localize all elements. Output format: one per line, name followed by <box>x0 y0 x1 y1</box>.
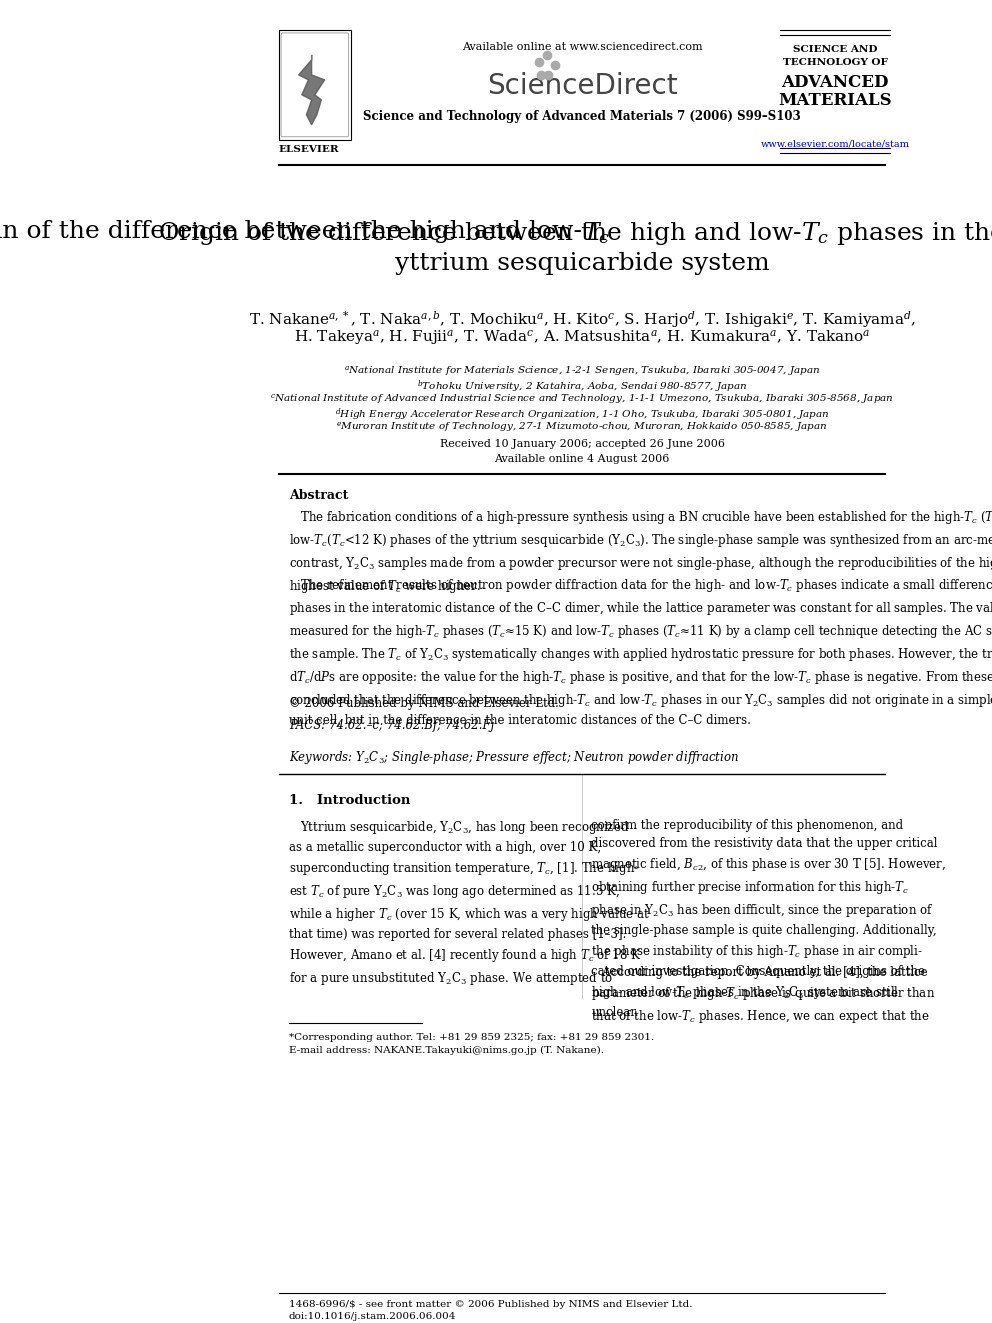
Text: 1468-6996/$ - see front matter © 2006 Published by NIMS and Elsevier Ltd.: 1468-6996/$ - see front matter © 2006 Pu… <box>289 1301 692 1308</box>
Text: $^e$Muroran Institute of Technology, 27-1 Mizumoto-chou, Muroran, Hokkaido 050-8: $^e$Muroran Institute of Technology, 27-… <box>336 421 828 434</box>
Text: yttrium sesquicarbide system: yttrium sesquicarbide system <box>395 251 770 275</box>
Text: *Corresponding author. Tel: +81 29 859 2325; fax: +81 29 859 2301.: *Corresponding author. Tel: +81 29 859 2… <box>289 1033 654 1043</box>
Text: © 2006 Published by NIMS and Elsevier Ltd.: © 2006 Published by NIMS and Elsevier Lt… <box>289 697 558 710</box>
Text: ScienceDirect: ScienceDirect <box>487 71 678 101</box>
Text: doi:10.1016/j.stam.2006.06.004: doi:10.1016/j.stam.2006.06.004 <box>289 1312 456 1320</box>
Text: According to the report by Amano et al. [4], the lattice
parameter of the high-$: According to the report by Amano et al. … <box>591 967 935 1025</box>
Text: T. Nakane$^{a,*}$, T. Naka$^{a,b}$, T. Mochiku$^{a}$, H. Kito$^{c}$, S. Harjo$^{: T. Nakane$^{a,*}$, T. Naka$^{a,b}$, T. M… <box>249 310 916 331</box>
Text: $Keywords$: Y$_2$C$_3$; Single-phase; Pressure effect; Neutron powder diffractio: $Keywords$: Y$_2$C$_3$; Single-phase; Pr… <box>289 749 739 766</box>
Text: Yttrium sesquicarbide, Y$_2$C$_3$, has long been recognized
as a metallic superc: Yttrium sesquicarbide, Y$_2$C$_3$, has l… <box>289 819 650 987</box>
Text: The refinement results of neutron powder diffraction data for the high- and low-: The refinement results of neutron powder… <box>289 577 992 728</box>
Text: ADVANCED: ADVANCED <box>782 74 889 91</box>
Text: Received 10 January 2006; accepted 26 June 2006: Received 10 January 2006; accepted 26 Ju… <box>439 439 724 450</box>
Text: The fabrication conditions of a high-pressure synthesis using a BN crucible have: The fabrication conditions of a high-pre… <box>289 509 992 595</box>
Bar <box>279 30 350 140</box>
Polygon shape <box>299 56 324 124</box>
Text: www.elsevier.com/locate/stam: www.elsevier.com/locate/stam <box>761 140 910 148</box>
Text: $^d$High Energy Accelerator Research Organization, 1-1 Oho, Tsukuba, Ibaraki 305: $^d$High Energy Accelerator Research Org… <box>334 406 829 423</box>
Text: Origin of the difference between the high and low-$T_c$ phases in the: Origin of the difference between the hig… <box>159 220 992 246</box>
Text: E-mail address: NAKANE.Takayuki@nims.go.jp (T. Nakane).: E-mail address: NAKANE.Takayuki@nims.go.… <box>289 1046 604 1056</box>
Text: Abstract: Abstract <box>289 490 348 503</box>
Text: Available online 4 August 2006: Available online 4 August 2006 <box>494 454 670 464</box>
Text: $^b$Tohoku University, 2 Katahira, Aoba, Sendai 980-8577, Japan: $^b$Tohoku University, 2 Katahira, Aoba,… <box>417 378 747 396</box>
Text: confirm the reproducibility of this phenomenon, and
discovered from the resistiv: confirm the reproducibility of this phen… <box>591 819 946 1019</box>
Text: 1.   Introduction: 1. Introduction <box>289 794 411 807</box>
Text: ELSEVIER: ELSEVIER <box>278 144 338 153</box>
Text: SCIENCE AND: SCIENCE AND <box>793 45 877 54</box>
Text: TECHNOLOGY OF: TECHNOLOGY OF <box>783 58 888 67</box>
Text: Science and Technology of Advanced Materials 7 (2006) S99–S103: Science and Technology of Advanced Mater… <box>363 110 801 123</box>
Text: $T_c$: $T_c$ <box>582 220 610 246</box>
Text: $^c$National Institute of Advanced Industrial Science and Technology, 1-1-1 Umez: $^c$National Institute of Advanced Indus… <box>270 393 894 406</box>
Text: Available online at www.sciencedirect.com: Available online at www.sciencedirect.co… <box>462 42 702 52</box>
Text: Origin of the difference between the high and low-: Origin of the difference between the hig… <box>0 220 582 242</box>
Text: $^a$National Institute for Materials Science, 1-2-1 Sengen, Tsukuba, Ibaraki 305: $^a$National Institute for Materials Sci… <box>344 364 820 378</box>
Text: MATERIALS: MATERIALS <box>779 91 892 108</box>
Text: H. Takeya$^{a}$, H. Fujii$^{a}$, T. Wada$^{c}$, A. Matsushita$^{a}$, H. Kumakura: H. Takeya$^{a}$, H. Fujii$^{a}$, T. Wada… <box>294 329 870 348</box>
Text: PACS: 74.62.–c; 74.62.Bf; 74.62.Fj: PACS: 74.62.–c; 74.62.Bf; 74.62.Fj <box>289 718 494 732</box>
